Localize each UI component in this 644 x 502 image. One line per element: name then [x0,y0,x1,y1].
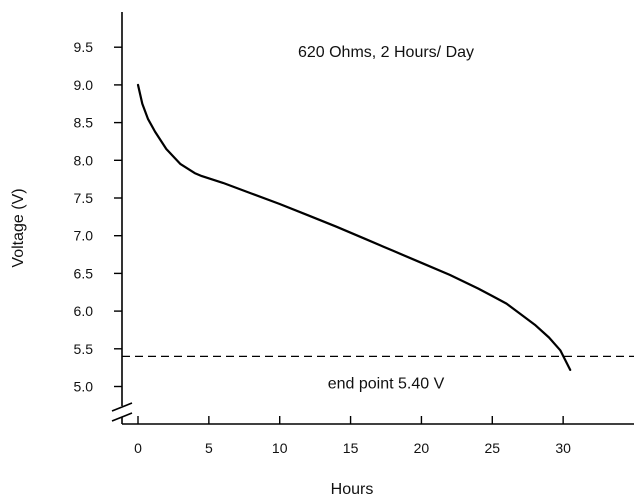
x-tick-label: 15 [343,440,359,456]
y-tick-label: 6.0 [74,303,94,319]
y-axis-break-mark [111,412,133,422]
end-point-annotation: end point 5.40 V [328,376,445,393]
y-tick-label: 6.5 [74,265,94,281]
y-tick-label: 5.0 [74,379,94,395]
y-tick-label: 9.0 [74,77,94,93]
y-tick-label: 8.5 [74,115,94,131]
y-tick-label: 7.5 [74,190,94,206]
x-tick-label: 20 [414,440,430,456]
y-tick-label: 7.0 [74,228,94,244]
y-tick-label: 8.0 [74,152,94,168]
condition-annotation: 620 Ohms, 2 Hours/ Day [298,44,474,61]
x-tick-label: 10 [272,440,288,456]
x-tick-label: 5 [205,440,213,456]
x-tick-label: 25 [484,440,500,456]
y-tick-label: 9.5 [74,39,94,55]
x-tick-label: 0 [134,440,142,456]
y-axis-title: Voltage (V) [10,188,27,267]
x-axis-title: Hours [331,481,374,498]
voltage-curve [136,83,572,371]
y-tick-label: 5.5 [74,341,94,357]
y-axis-break-mark [111,402,133,412]
x-tick-label: 30 [555,440,571,456]
